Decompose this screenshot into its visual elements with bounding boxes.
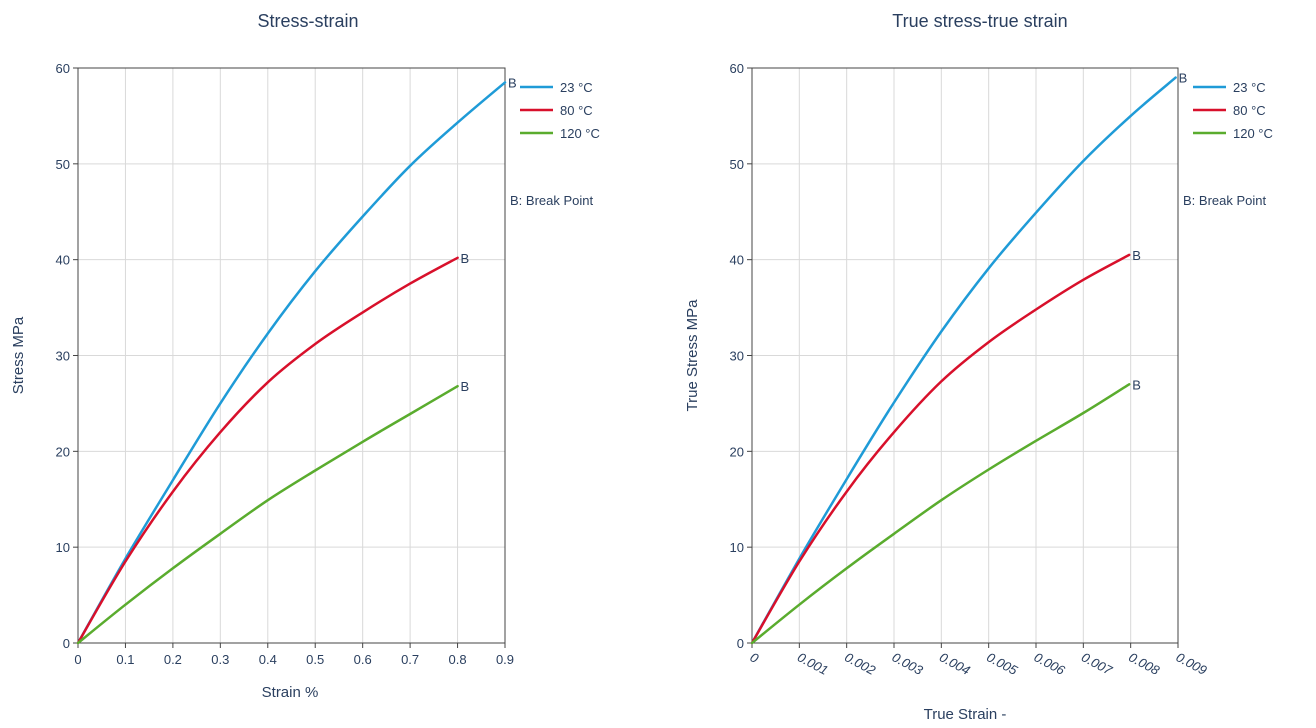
x-tick-label: 0.5 xyxy=(306,652,324,667)
series-line xyxy=(750,76,1177,645)
x-tick-label: 0.9 xyxy=(496,652,514,667)
break-point-label: B xyxy=(1132,377,1141,392)
x-tick-label: 0.4 xyxy=(259,652,277,667)
legend-label: 80 °C xyxy=(1233,103,1266,118)
x-axis-label: Strain % xyxy=(262,684,319,701)
y-tick-label: 30 xyxy=(730,349,744,364)
legend-note: B: Break Point xyxy=(1183,193,1266,208)
x-tick-label: 0.6 xyxy=(354,652,372,667)
x-tick-label: 0.001 xyxy=(795,649,831,678)
break-point-label: B xyxy=(461,379,470,394)
x-tick-label: 0.1 xyxy=(116,652,134,667)
x-tick-label: 0.008 xyxy=(1126,649,1162,678)
chart-title: Stress-strain xyxy=(257,11,358,31)
y-tick-label: 50 xyxy=(56,157,70,172)
x-tick-label: 0.009 xyxy=(1174,649,1210,678)
y-tick-label: 40 xyxy=(56,253,70,268)
break-point-label: B xyxy=(508,75,517,90)
x-axis-label: True Strain - xyxy=(924,706,1007,723)
y-tick-label: 40 xyxy=(730,253,744,268)
x-tick-label: 0.006 xyxy=(1032,649,1068,678)
x-tick-label: 0 xyxy=(74,652,81,667)
stress-strain-chart: Stress-strain 0 0.1 0.2 0.3 0.4 0.5 0.6 0.7 0.8 0.… xyxy=(10,11,600,701)
break-point-label: B xyxy=(1132,248,1141,263)
y-tick-label: 20 xyxy=(56,444,70,459)
y-tick-label: 60 xyxy=(56,61,70,76)
x-tick-label: 0.002 xyxy=(842,649,878,678)
y-tick-label: 30 xyxy=(56,349,70,364)
plot-frame xyxy=(77,67,506,644)
legend-label: 120 °C xyxy=(560,126,600,141)
x-tick-label: 0.004 xyxy=(937,649,973,678)
true-stress-strain-chart: True stress-true strain 0 0.001 0.002 0.003 0… xyxy=(684,11,1273,723)
chart-title: True stress-true strain xyxy=(892,11,1067,31)
x-tick-label: 0.2 xyxy=(164,652,182,667)
plot-frame xyxy=(751,67,1179,644)
series-line xyxy=(76,256,459,645)
y-tick-label: 10 xyxy=(730,540,744,555)
y-tick-label: 50 xyxy=(730,157,744,172)
x-tick-label: 0 xyxy=(748,649,762,666)
legend-note: B: Break Point xyxy=(510,193,593,208)
series-line xyxy=(750,253,1131,645)
y-tick-label: 0 xyxy=(737,636,744,651)
x-tick-label: 0.007 xyxy=(1079,649,1115,678)
series-line xyxy=(76,384,459,645)
y-tick-label: 60 xyxy=(730,61,744,76)
x-tick-label: 0.005 xyxy=(984,649,1020,678)
x-tick-label: 0.7 xyxy=(401,652,419,667)
legend-label: 23 °C xyxy=(1233,80,1266,95)
y-axis-label: Stress MPa xyxy=(10,316,27,394)
break-point-label: B xyxy=(461,251,470,266)
legend-label: 23 °C xyxy=(560,80,593,95)
legend-label: 120 °C xyxy=(1233,126,1273,141)
x-tick-label: 0.3 xyxy=(211,652,229,667)
break-point-label: B xyxy=(1179,71,1188,86)
series-line xyxy=(76,81,507,645)
series-line xyxy=(750,383,1131,645)
y-axis-label: True Stress MPa xyxy=(684,299,701,412)
legend-label: 80 °C xyxy=(560,103,593,118)
y-tick-label: 0 xyxy=(63,636,70,651)
x-tick-label: 0.8 xyxy=(449,652,467,667)
x-tick-label: 0.003 xyxy=(890,649,926,678)
y-tick-label: 10 xyxy=(56,540,70,555)
y-tick-label: 20 xyxy=(730,444,744,459)
